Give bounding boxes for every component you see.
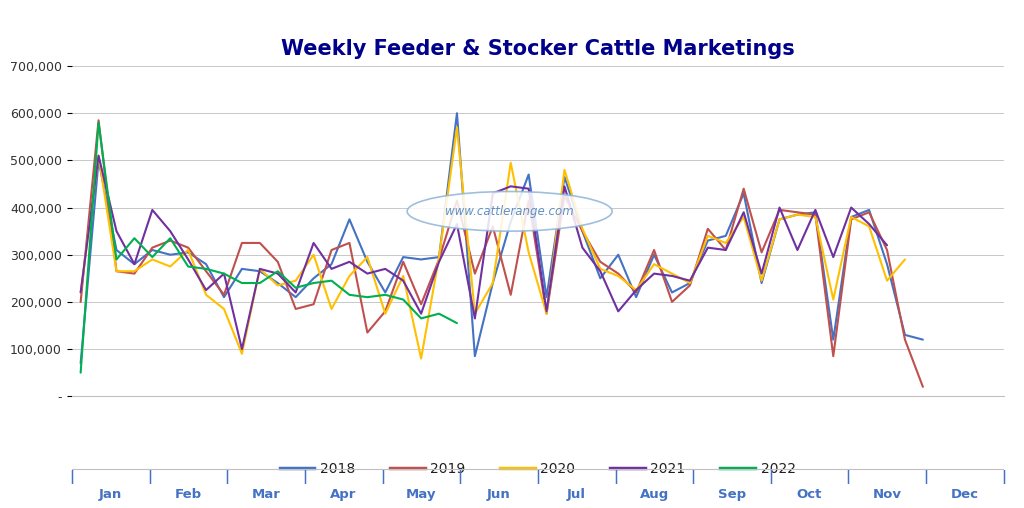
Text: May: May — [406, 488, 436, 501]
Text: |: | — [380, 469, 385, 484]
Text: |: | — [924, 469, 929, 484]
Text: |: | — [302, 469, 307, 484]
Text: |: | — [612, 469, 617, 484]
Text: Apr: Apr — [331, 488, 356, 501]
Text: |: | — [70, 469, 74, 484]
Text: Dec: Dec — [950, 488, 979, 501]
Title: Weekly Feeder & Stocker Cattle Marketings: Weekly Feeder & Stocker Cattle Marketing… — [281, 39, 795, 59]
Text: Feb: Feb — [175, 488, 202, 501]
Text: www.cattlerange.com: www.cattlerange.com — [445, 205, 574, 218]
Text: Sep: Sep — [718, 488, 745, 501]
Text: Oct: Oct — [797, 488, 822, 501]
Text: Jul: Jul — [567, 488, 586, 501]
Text: |: | — [1001, 469, 1006, 484]
Text: |: | — [846, 469, 851, 484]
Ellipse shape — [408, 192, 612, 231]
Text: Jun: Jun — [486, 488, 511, 501]
Text: Nov: Nov — [872, 488, 901, 501]
Text: Jan: Jan — [99, 488, 122, 501]
Legend: 2018, 2019, 2020, 2021, 2022: 2018, 2019, 2020, 2021, 2022 — [274, 457, 801, 482]
Text: |: | — [458, 469, 463, 484]
Text: |: | — [690, 469, 695, 484]
Text: |: | — [224, 469, 229, 484]
Text: Aug: Aug — [639, 488, 669, 501]
Text: Mar: Mar — [251, 488, 281, 501]
Text: |: | — [536, 469, 540, 484]
Text: |: | — [768, 469, 773, 484]
Text: |: | — [146, 469, 152, 484]
